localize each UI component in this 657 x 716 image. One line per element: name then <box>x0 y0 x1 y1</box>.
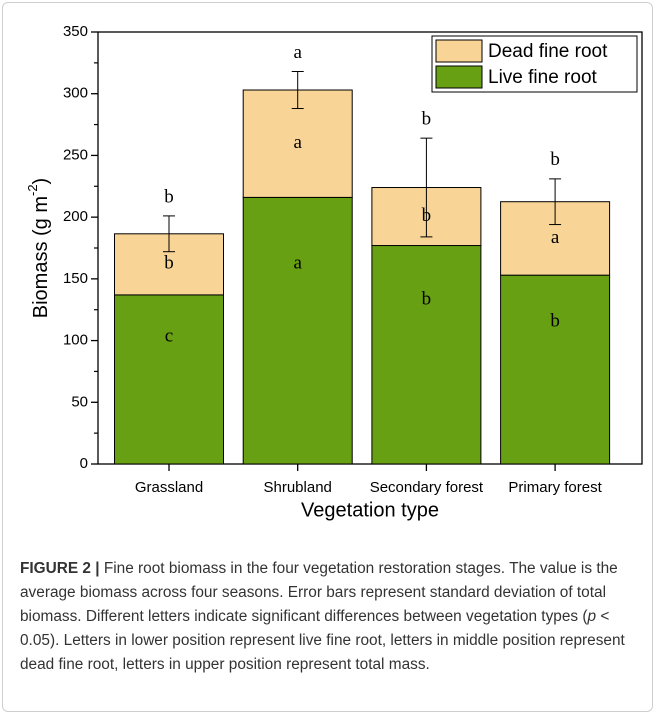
bar-segment <box>371 245 482 465</box>
y-tick-label: 100 <box>63 332 88 349</box>
total-letter: a <box>293 42 302 63</box>
y-tick-label: 200 <box>63 208 88 225</box>
y-tick-label: 0 <box>80 455 88 472</box>
significance-letter: b <box>422 289 432 310</box>
caption-label: FIGURE 2 | <box>20 560 100 577</box>
chart: Vegetation type Biomass (g m-2) 0 50 100 15… <box>25 23 643 521</box>
x-tick-label: Grassland <box>135 479 203 496</box>
legend-swatch <box>435 65 483 89</box>
y-label-sup: -2 <box>25 184 40 196</box>
bar-segment <box>500 274 611 465</box>
total-letter: b <box>550 149 560 170</box>
caption-italic: p <box>587 608 597 625</box>
total-letter: b <box>164 186 174 207</box>
y-tick-label: 50 <box>71 393 88 410</box>
y-tick-label: 300 <box>63 85 88 102</box>
caption-text: < 0.05). Letters in lower position repre… <box>20 608 625 673</box>
error-bar <box>420 137 433 238</box>
y-label-end: ) <box>30 178 52 185</box>
y-tick-label: 250 <box>63 146 88 163</box>
x-tick-label: Shrubland <box>264 479 332 496</box>
x-tick-label: Primary forest <box>508 479 602 496</box>
total-letter: b <box>422 109 432 130</box>
significance-letter: b <box>550 311 560 332</box>
caption: FIGURE 2 | Fine root biomass in the four… <box>20 557 642 677</box>
y-tick-label: 150 <box>63 270 88 287</box>
caption-text: Fine root biomass in the four vegetation… <box>20 560 618 625</box>
bar-segment <box>114 233 224 296</box>
significance-letter: b <box>164 253 174 274</box>
error-bar <box>291 70 304 110</box>
significance-letter: a <box>551 227 560 248</box>
x-axis-label: Vegetation type <box>301 499 439 521</box>
bar-segment <box>242 196 353 465</box>
legend-label: Dead fine root <box>488 41 608 62</box>
legend-label: Live fine root <box>488 67 598 88</box>
significance-letter: a <box>293 252 302 273</box>
error-bar <box>549 178 562 226</box>
y-tick-label: 350 <box>63 23 88 40</box>
x-tick-label: Secondary forest <box>370 479 484 496</box>
significance-letter: c <box>165 326 173 347</box>
legend-swatch <box>435 39 483 63</box>
y-label-main: Biomass (g m <box>30 196 52 318</box>
bar-segment <box>114 294 224 465</box>
y-axis-label: Biomass (g m-2) <box>25 178 52 318</box>
error-bar <box>163 215 175 253</box>
significance-letter: a <box>293 132 302 153</box>
